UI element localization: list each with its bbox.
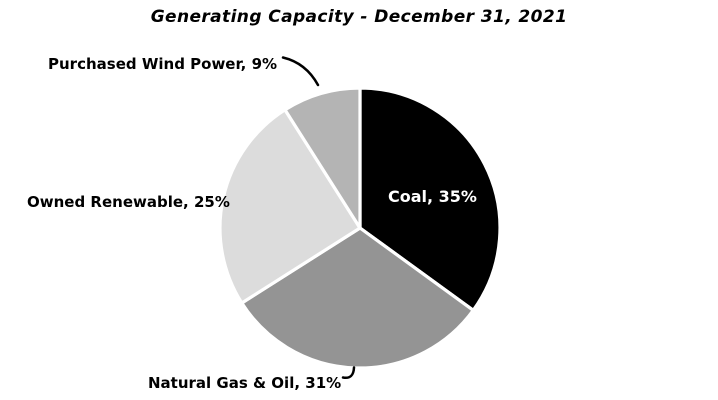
chart-title: Generating Capacity - December 31, 2021 bbox=[150, 7, 568, 27]
pie-slice-owned-renewable bbox=[218, 108, 362, 305]
label-coal: Coal, 35% bbox=[388, 187, 477, 206]
pie-slice-coal bbox=[358, 86, 502, 312]
label-owned-renewable: Owned Renewable, 25% bbox=[27, 193, 230, 211]
label-purchased-wind-power: Purchased Wind Power, 9% bbox=[48, 55, 278, 73]
label-natural-gas-oil: Natural Gas & Oil, 31% bbox=[148, 374, 342, 392]
pie-slice-natural-gas-oil bbox=[240, 226, 475, 370]
pie-slices bbox=[218, 86, 502, 370]
purchased-wind-power-leader-line bbox=[281, 56, 320, 87]
natural-gas-oil-leader-line bbox=[341, 366, 356, 380]
pie-slice-purchased-wind-power bbox=[283, 86, 362, 230]
